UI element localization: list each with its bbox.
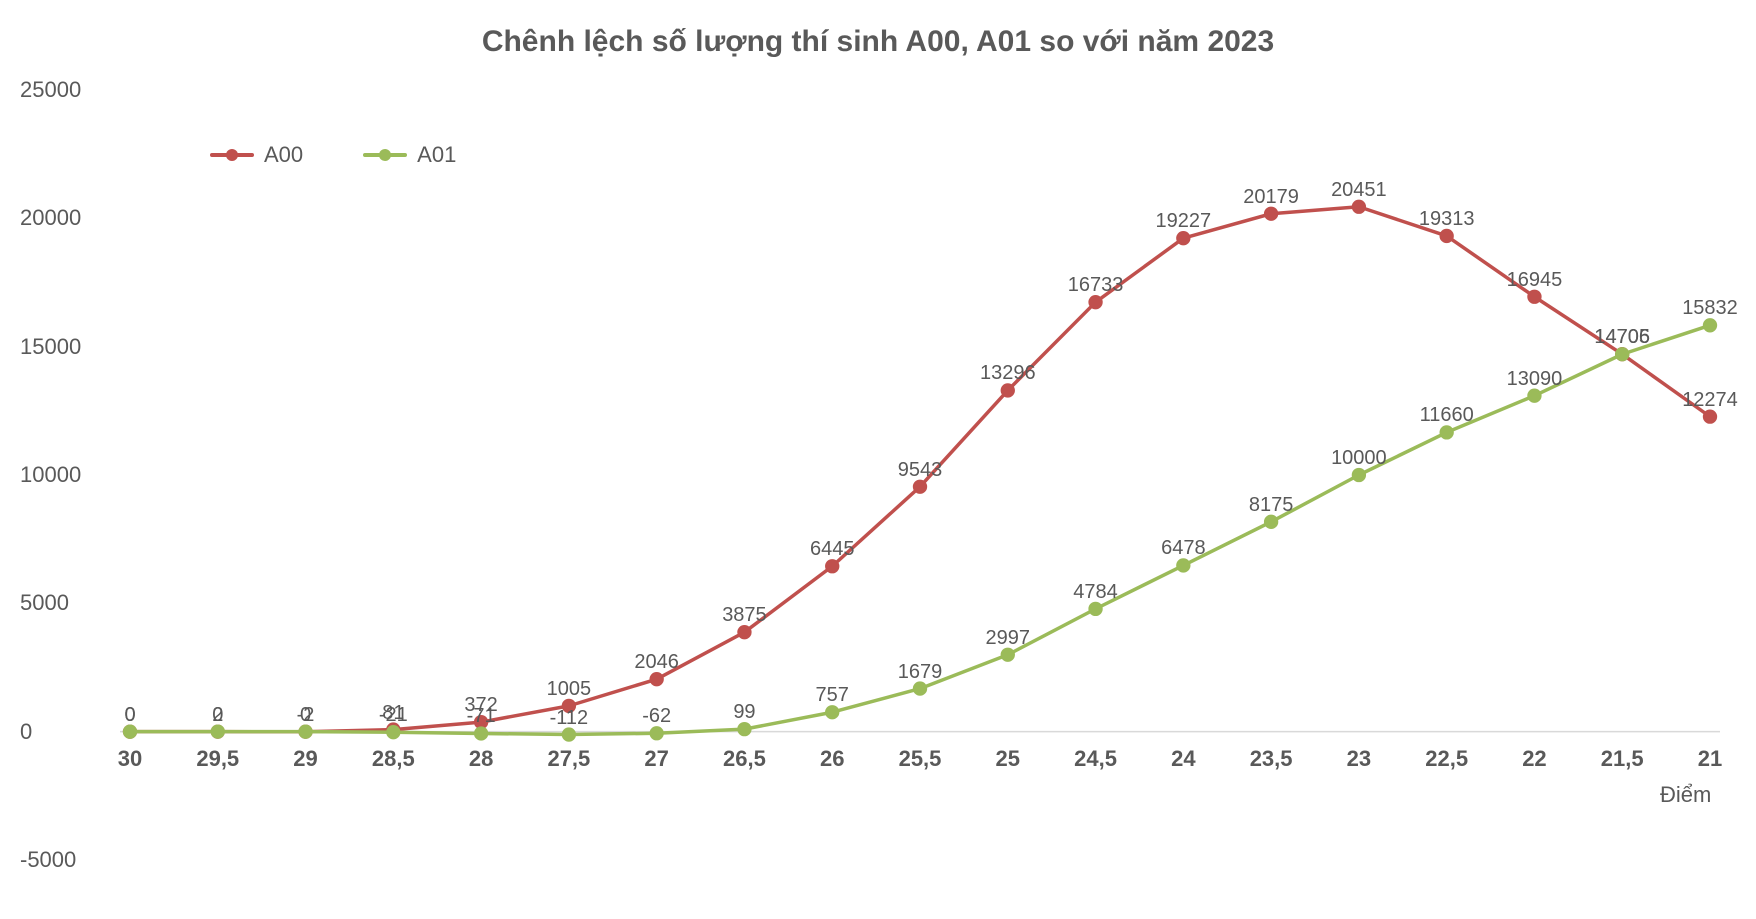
xtick-label: 25 bbox=[978, 746, 1038, 772]
xtick-label: 30 bbox=[100, 746, 160, 772]
data-label-a01: 1679 bbox=[885, 661, 955, 684]
data-label-a01: 11660 bbox=[1412, 404, 1482, 427]
data-label-a00: 13296 bbox=[973, 362, 1043, 385]
xtick-label: 22,5 bbox=[1417, 746, 1477, 772]
data-label-a01: 2 bbox=[183, 704, 253, 727]
ytick-label: 20000 bbox=[20, 205, 110, 231]
xtick-label: 28,5 bbox=[363, 746, 423, 772]
data-label-a01: 4784 bbox=[1061, 581, 1131, 604]
data-label-a01: -71 bbox=[446, 705, 516, 728]
data-label-a01: -21 bbox=[358, 704, 428, 727]
xtick-label: 21,5 bbox=[1592, 746, 1652, 772]
ytick-label: 10000 bbox=[20, 462, 110, 488]
xtick-label: 29 bbox=[276, 746, 336, 772]
ytick-label: 5000 bbox=[20, 590, 110, 616]
ytick-label: 25000 bbox=[20, 77, 110, 103]
data-label-a00: 3875 bbox=[709, 604, 779, 627]
data-label-a01: 0 bbox=[271, 704, 341, 727]
data-label-a00: 6445 bbox=[797, 538, 867, 561]
data-label-a00: 19227 bbox=[1148, 210, 1218, 233]
data-label-a01: 2997 bbox=[973, 627, 1043, 650]
xtick-label: 24,5 bbox=[1066, 746, 1126, 772]
xtick-label: 27 bbox=[627, 746, 687, 772]
data-label-a01: 0 bbox=[95, 704, 165, 727]
data-label-a00: 16945 bbox=[1499, 269, 1569, 292]
xtick-label: 23 bbox=[1329, 746, 1389, 772]
data-label-a00: 20451 bbox=[1324, 179, 1394, 202]
xtick-label: 24 bbox=[1153, 746, 1213, 772]
xtick-label: 28 bbox=[451, 746, 511, 772]
data-label-a00: 12274 bbox=[1675, 389, 1745, 412]
xaxis-title: Điểm bbox=[1660, 782, 1711, 808]
data-label-a00: 1005 bbox=[534, 678, 604, 701]
xtick-label: 22 bbox=[1504, 746, 1564, 772]
data-label-a01: 6478 bbox=[1148, 537, 1218, 560]
data-label-a00: 20179 bbox=[1236, 186, 1306, 209]
ytick-label: -5000 bbox=[20, 847, 110, 873]
xtick-label: 21 bbox=[1680, 746, 1740, 772]
data-label-a00: 2046 bbox=[622, 651, 692, 674]
chart-container: Chênh lệch số lượng thí sinh A00, A01 so… bbox=[0, 0, 1756, 919]
xtick-label: 25,5 bbox=[890, 746, 950, 772]
data-label-a01: 10000 bbox=[1324, 447, 1394, 470]
data-label-a01: -62 bbox=[622, 705, 692, 728]
xtick-label: 27,5 bbox=[539, 746, 599, 772]
data-label-a00: 9543 bbox=[885, 459, 955, 482]
data-label-a01: 99 bbox=[709, 701, 779, 724]
data-label-a01: -112 bbox=[534, 707, 604, 730]
ytick-label: 15000 bbox=[20, 334, 110, 360]
chart-title: Chênh lệch số lượng thí sinh A00, A01 so… bbox=[0, 25, 1756, 59]
data-label-a01: 14705 bbox=[1587, 326, 1657, 349]
xtick-label: 26 bbox=[802, 746, 862, 772]
xtick-label: 26,5 bbox=[714, 746, 774, 772]
data-label-a01: 15832 bbox=[1675, 297, 1745, 320]
data-label-a01: 757 bbox=[797, 684, 867, 707]
data-label-a00: 19313 bbox=[1412, 208, 1482, 231]
xtick-label: 23,5 bbox=[1241, 746, 1301, 772]
xtick-label: 29,5 bbox=[188, 746, 248, 772]
data-label-a01: 13090 bbox=[1499, 368, 1569, 391]
data-label-a01: 8175 bbox=[1236, 494, 1306, 517]
data-label-a00: 16733 bbox=[1061, 274, 1131, 297]
